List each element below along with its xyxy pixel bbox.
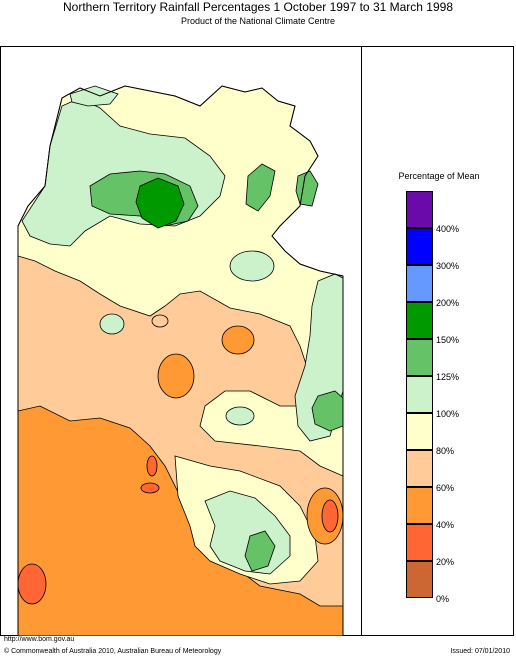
zone-150-200-north xyxy=(135,177,185,229)
zone-40-60-patch-a xyxy=(221,325,255,355)
zone-125-150-east xyxy=(311,390,344,432)
legend-swatch-300 xyxy=(406,228,433,265)
legend-swatch-20 xyxy=(406,524,433,561)
legend-swatch-40 xyxy=(406,487,433,524)
zone-125-150-south xyxy=(244,530,276,572)
coastline xyxy=(17,85,344,636)
zone-60-80-patch-a xyxy=(151,314,169,328)
map-title: Northern Territory Rainfall Percentages … xyxy=(63,0,453,14)
rainfall-map-canvas xyxy=(17,85,344,636)
legend-label-125: 125% xyxy=(436,372,460,382)
island-melville xyxy=(69,85,119,107)
legend-swatch-200 xyxy=(406,265,433,302)
legend-label-80: 80% xyxy=(436,446,455,456)
legend-swatch-60 xyxy=(406,450,433,487)
legend-swatch-80 xyxy=(406,413,433,450)
zone-100-125-patch-c xyxy=(225,406,255,426)
zone-100-125-patch-a xyxy=(229,250,275,282)
zone-100-125-patch-b xyxy=(99,313,125,335)
zone-20-40-patch-b xyxy=(140,482,160,494)
zone-125-150-northeast xyxy=(245,163,276,212)
zone-20-40-patch-a xyxy=(146,455,158,477)
legend-label-0: 0% xyxy=(436,594,450,604)
legend-label-20: 20% xyxy=(436,557,455,567)
legend-swatch-0 xyxy=(406,561,433,598)
legend-label-200: 200% xyxy=(436,298,460,308)
map-subtitle: Product of the National Climate Centre xyxy=(180,16,336,26)
zone-40-60-patch-b xyxy=(157,353,195,399)
legend-label-400: 400% xyxy=(436,224,460,234)
legend-label-60: 60% xyxy=(436,483,455,493)
issued-date: Issued: 07/01/2010 xyxy=(450,648,510,655)
zone-20-40-patch-c xyxy=(321,499,339,533)
legend-swatch-100 xyxy=(406,376,433,413)
legend-swatch-125 xyxy=(406,339,433,376)
legend-swatch-400 xyxy=(406,191,433,228)
website-link[interactable]: http://www.bom.gov.au xyxy=(4,636,75,643)
copyright-notice: © Commonwealth of Australia 2010, Austra… xyxy=(4,648,222,655)
legend-label-150: 150% xyxy=(436,335,460,345)
legend-swatch-150 xyxy=(406,302,433,339)
legend-label-40: 40% xyxy=(436,520,455,530)
island-groote xyxy=(295,170,319,207)
legend-label-100: 100% xyxy=(436,409,460,419)
zone-20-40-patch-d xyxy=(17,563,47,605)
rainfall-map xyxy=(0,46,362,636)
legend-label-300: 300% xyxy=(436,261,460,271)
legend-title: Percentage of Mean xyxy=(398,171,480,181)
